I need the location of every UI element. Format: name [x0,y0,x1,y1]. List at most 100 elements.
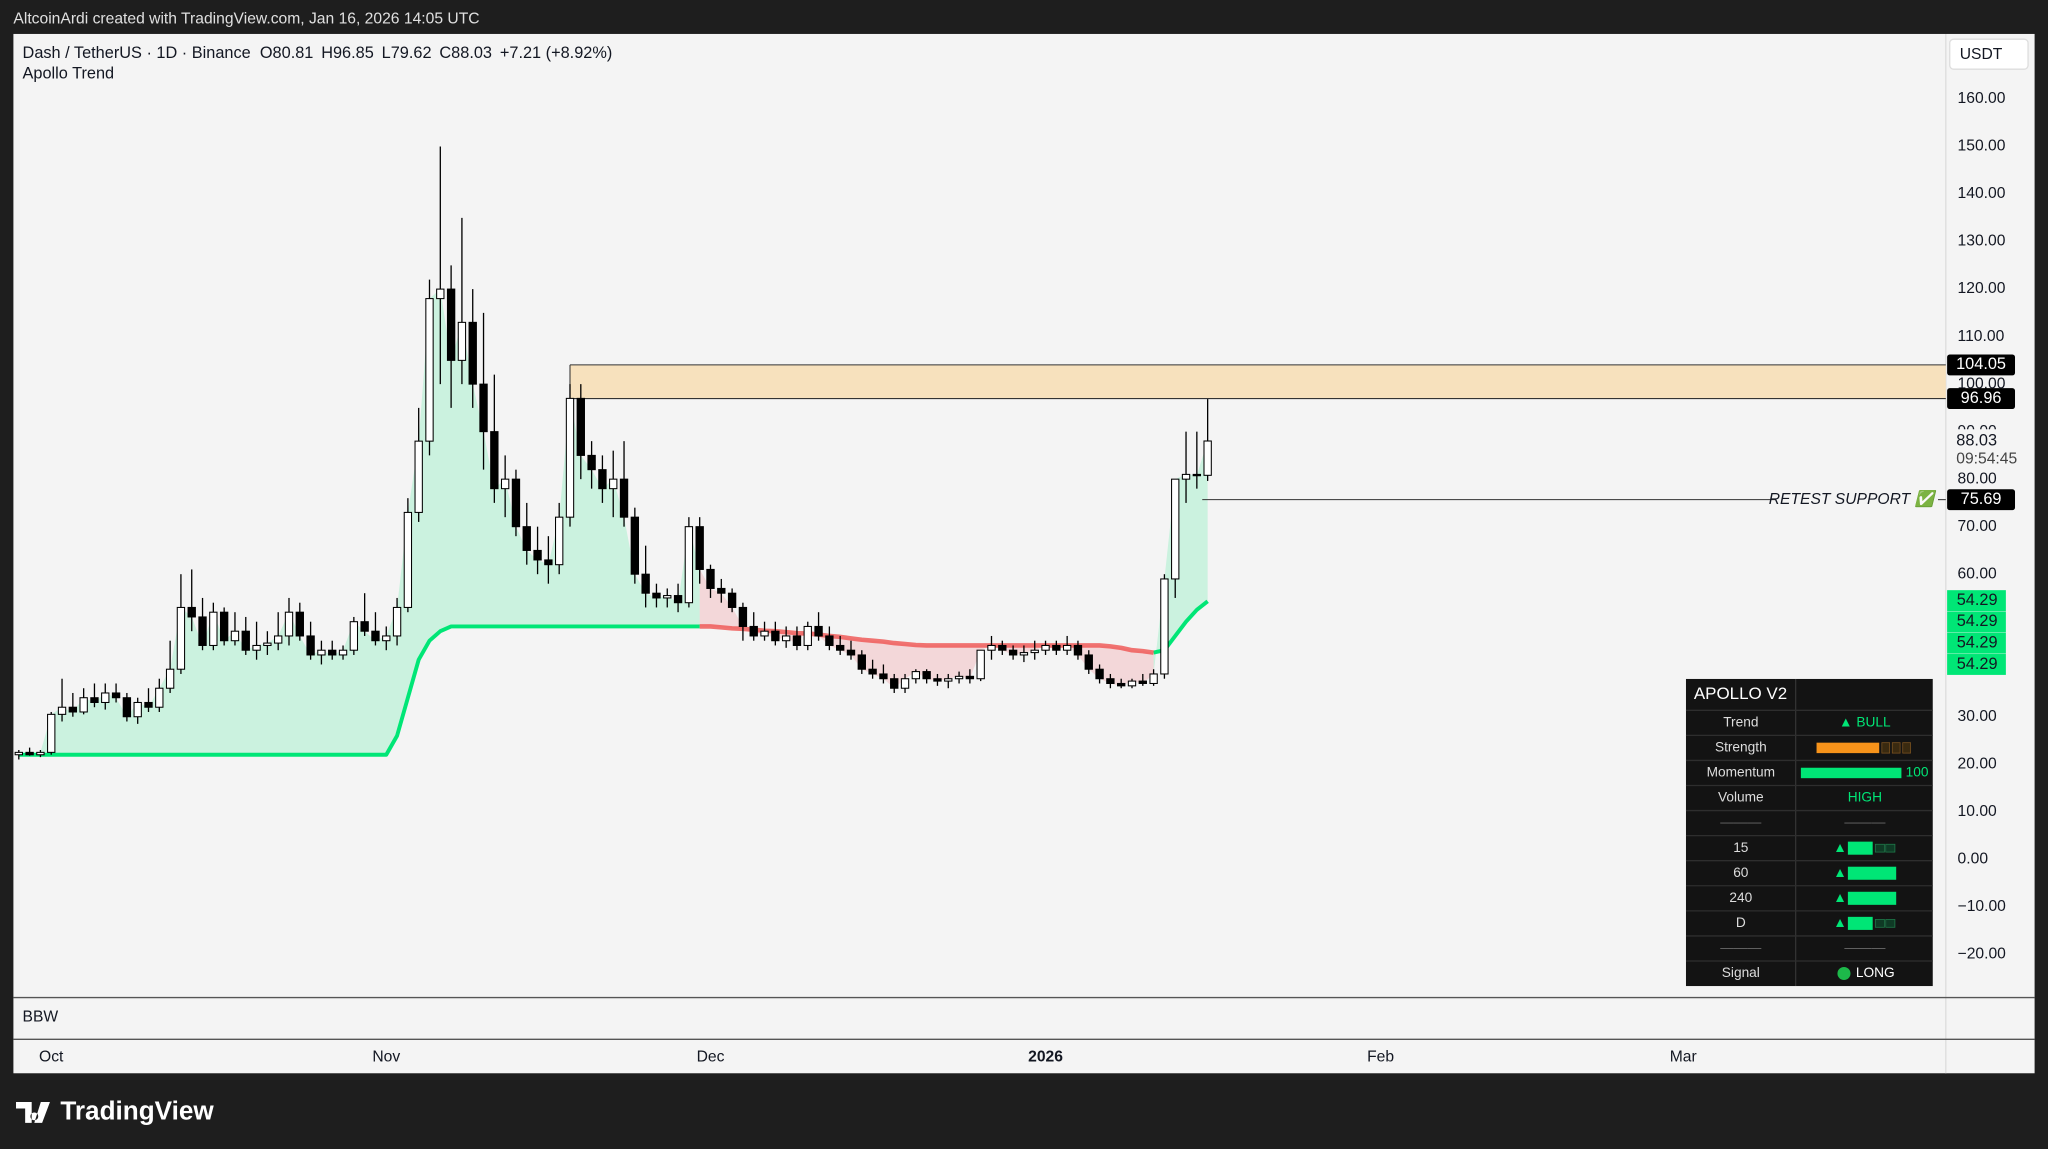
candle-body [1106,678,1115,684]
table-title: APOLLO V2 [1694,684,1787,703]
y-tick-label: 80.00 [1958,470,1997,487]
candle-body [825,635,834,646]
trend-fill [699,569,1154,689]
trend-label: 54.29 [1957,655,1998,673]
table-value: HIGH [1848,790,1882,805]
legend-value: L79.62 [382,44,432,62]
legend-value: O80.81 [260,44,314,62]
candle-body [36,751,45,756]
table [1685,678,1933,987]
last-price: 88.03 [1956,431,1997,449]
candle-body [263,642,272,646]
candle-body [1030,649,1039,654]
table-label: D [1736,915,1746,930]
currency-box[interactable] [1949,38,2029,70]
trend-label-box [1947,654,2006,675]
candle-body [133,701,142,718]
tf-cell [1885,919,1896,928]
y-tick-label: 160.00 [1958,90,2006,107]
y-tick-label: 110.00 [1958,328,2005,345]
candle-body [976,649,985,680]
candle-body [1192,473,1202,477]
table-value: 100 [1906,765,1929,780]
y-tick-label: 60.00 [1958,565,1997,582]
table-value: ——— [1844,940,1885,955]
y-tick-label: 150.00 [1958,138,2006,155]
candle-body [360,621,369,632]
strength-cell [1891,742,1901,754]
candle-body [544,559,553,566]
y-tick-label: 130.00 [1958,233,2006,250]
candle-body [198,616,207,646]
candle-body [14,751,23,756]
candle-body [879,673,888,680]
candle-body [25,751,34,756]
zone-low-label-box [1947,388,2016,410]
x-tick-label: Dec [697,1049,725,1066]
candle-body [565,397,575,518]
candle-body [317,649,326,656]
candle-body [252,644,261,651]
candle-body [165,668,175,689]
candle-body [144,701,153,708]
candle-body [868,668,877,675]
trend-label: 54.29 [1957,612,1998,630]
candle-body [1203,440,1212,476]
strength-cell [1881,742,1891,754]
candle-body [306,635,315,656]
candle-body [414,440,423,513]
y-tick-label: 70.00 [1958,518,1997,535]
pane-name: BBW [23,1008,59,1025]
candle-body [954,675,964,680]
trend-label-box [1947,611,2006,633]
candle-body [176,606,186,670]
table-label: 60 [1733,865,1749,880]
candle-body [500,478,510,490]
legend-value: C88.03 [439,44,492,62]
candle-body [911,671,921,680]
candle-body [749,625,758,637]
candle-body [987,644,996,651]
x-tick-label: Nov [372,1049,400,1066]
y-tick-label: −20.00 [1958,945,2007,962]
symbol: Dash / TetherUS · 1D · Binance [23,44,251,62]
candle-body [122,697,132,718]
candle-body [403,511,413,608]
table-label: 15 [1733,840,1749,855]
candle-body [209,611,218,646]
tf-cell [1885,843,1896,853]
table-value: ▲ [1833,840,1847,855]
candle-body [630,516,640,575]
candle-body [522,526,531,551]
y-tick-label: 140.00 [1958,185,2006,202]
logo-icon [16,1101,50,1123]
candle-body [717,587,726,594]
table-value: LONG [1856,965,1895,980]
candle-body [425,298,434,442]
momentum-bar [1800,767,1902,779]
legend-value: +7.21 (+8.92%) [500,44,612,62]
x-tick-label: Oct [39,1049,64,1066]
candle-body [479,383,488,433]
candle-body [1095,668,1104,680]
x-tick-label: Mar [1670,1049,1697,1066]
table-label: Momentum [1707,765,1775,780]
candle-body [695,526,704,570]
candle-body [900,678,910,689]
table-value: ——— [1844,815,1885,830]
logo: TradingView [16,1095,214,1125]
legend-value: H96.85 [321,44,374,62]
tf-bar [1847,916,1873,930]
currency[interactable]: USDT [1960,46,2003,63]
zone-high-label-box [1947,354,2016,376]
candle-body [814,625,823,637]
candle-body [771,630,780,642]
candle-body [933,678,942,682]
table-label: Trend [1723,714,1758,729]
table-label: Volume [1718,790,1764,805]
candle-body [328,649,337,656]
tf-bar [1847,891,1897,905]
table-value: ▲ [1833,915,1847,930]
candle-body [890,678,899,689]
candle-body [706,568,715,589]
